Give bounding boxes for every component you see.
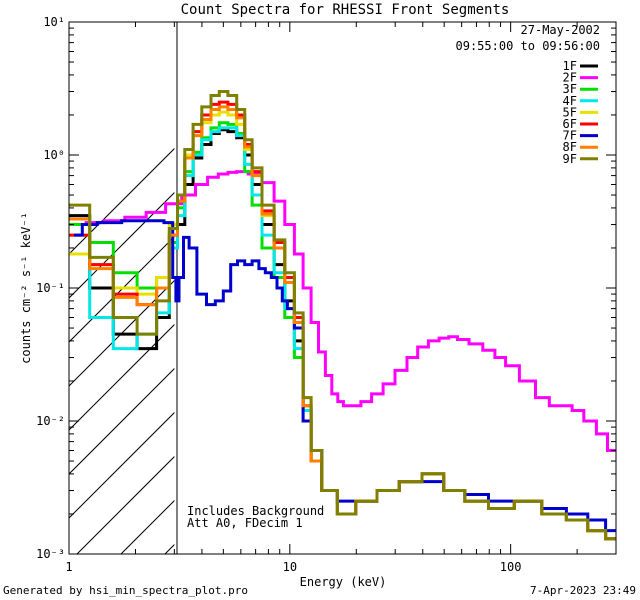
legend-label-7F: 7F <box>563 129 577 143</box>
x-tick-label: 100 <box>500 560 522 574</box>
series-3F <box>69 121 616 541</box>
series-layer <box>69 90 616 541</box>
series-6F <box>69 100 616 541</box>
excluded-energy-region <box>69 0 640 554</box>
legend-label-8F: 8F <box>563 140 577 154</box>
y-axis-label: counts cm⁻² s⁻¹ keV⁻¹ <box>19 212 33 364</box>
hatch-line <box>385 0 640 554</box>
x-axis-label: Energy (keV) <box>300 575 387 589</box>
hatch-line <box>76 455 175 554</box>
legend-label-5F: 5F <box>563 105 577 119</box>
legend-label-4F: 4F <box>563 94 577 108</box>
hatch-line <box>69 323 175 431</box>
series-7F <box>74 219 616 533</box>
hatch-line <box>253 0 640 554</box>
series-5F <box>69 110 616 541</box>
footer-generator: Generated by hsi_min_spectra_plot.pro <box>3 584 248 597</box>
time-range-label: 09:55:00 to 09:56:00 <box>456 39 601 53</box>
y-tick-label: 10⁻¹ <box>36 281 65 295</box>
y-tick-label: 10⁻² <box>36 414 65 428</box>
hatch-line <box>69 191 175 299</box>
hatch-line <box>341 0 640 554</box>
date-label: 27-May-2002 <box>521 23 600 37</box>
footer-timestamp: 7-Apr-2023 23:49 <box>530 584 636 597</box>
y-tick-label: 10⁻³ <box>36 547 65 561</box>
legend-label-2F: 2F <box>563 71 577 85</box>
legend-label-6F: 6F <box>563 117 577 131</box>
series-9F <box>69 90 616 541</box>
hatch-line <box>69 367 175 475</box>
hatch-line <box>429 0 640 554</box>
x-tick-label: 10 <box>283 560 297 574</box>
legend-label-3F: 3F <box>563 82 577 96</box>
x-tick-label: 1 <box>65 560 72 574</box>
legend-label-9F: 9F <box>563 152 577 166</box>
series-2F <box>70 170 616 452</box>
legend-label-1F: 1F <box>563 59 577 73</box>
hatch-line <box>69 235 175 343</box>
hatch-line <box>473 0 640 554</box>
y-tick-label: 10⁰ <box>43 148 65 162</box>
hatch-line <box>517 0 640 554</box>
chart-title: Count Spectra for RHESSI Front Segments <box>181 2 510 18</box>
axis-ticks: 1 10 100 10⁻³ 10⁻² 10⁻¹ 10⁰ 10¹ <box>36 15 617 574</box>
hatch-line <box>69 411 175 519</box>
y-tick-label: 10¹ <box>43 15 65 29</box>
annotation-background: Includes Background <box>187 504 324 518</box>
hatch-line <box>297 0 640 554</box>
annotation-attenuator: Att A0, FDecim 1 <box>187 516 303 530</box>
